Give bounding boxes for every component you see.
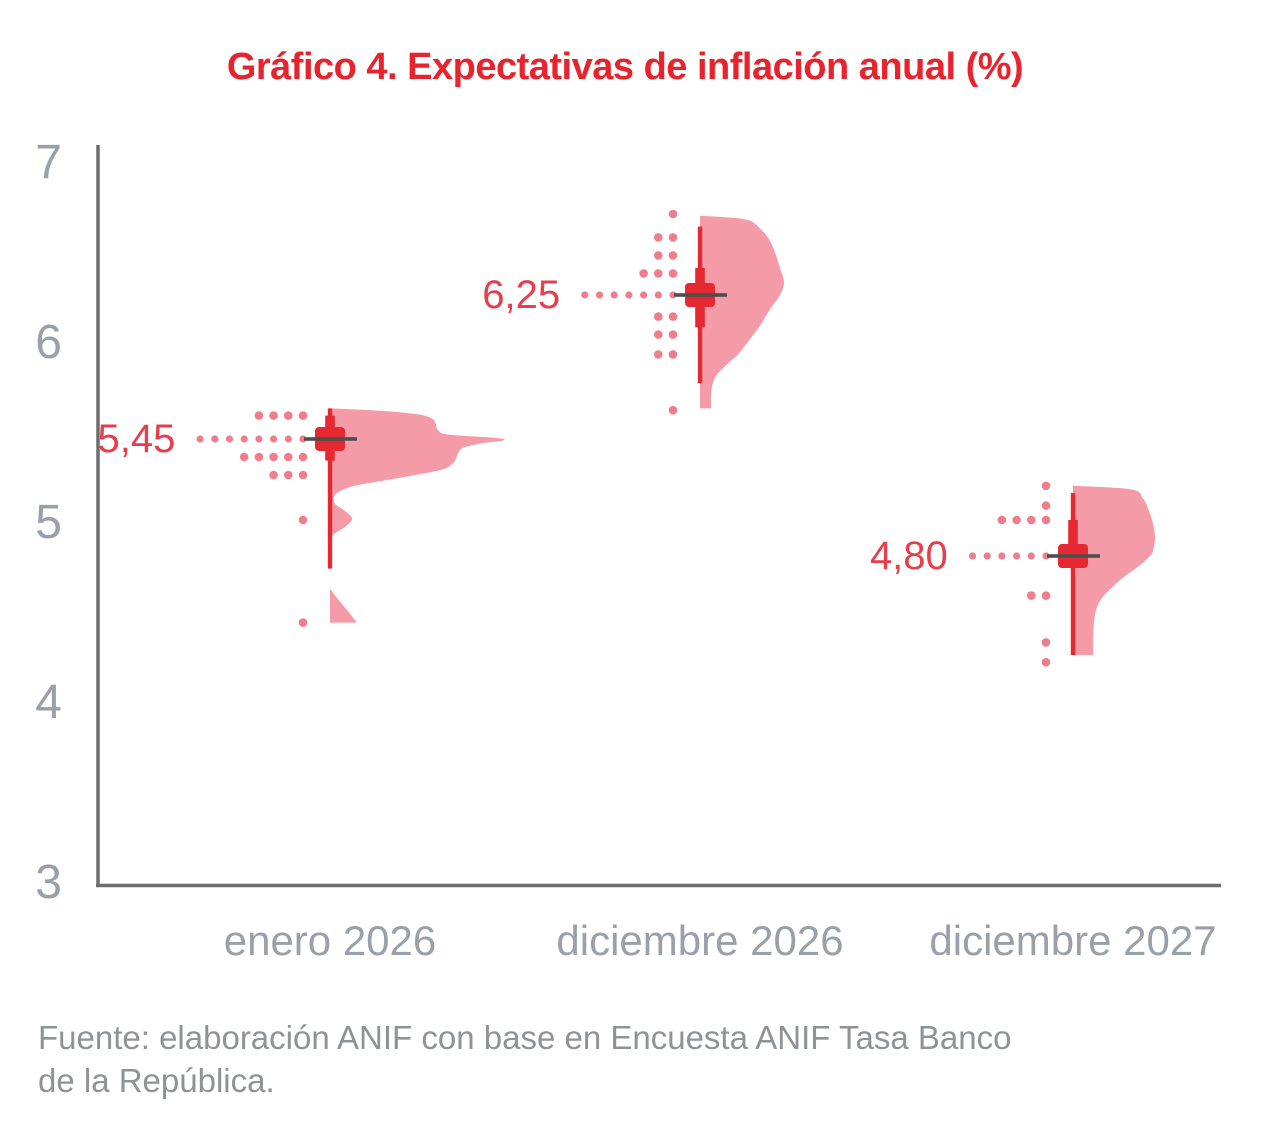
jitter-dot bbox=[254, 411, 264, 420]
leader-dot bbox=[225, 435, 234, 443]
source-line-2: de la República. bbox=[38, 1062, 275, 1099]
leader-dot bbox=[255, 435, 263, 443]
median-crosshair bbox=[1047, 554, 1100, 558]
jitter-dot bbox=[668, 312, 678, 321]
y-tick-label-5: 5 bbox=[35, 496, 62, 549]
interval-box bbox=[1068, 520, 1078, 567]
x-category-label-2: diciembre 2026 bbox=[556, 917, 843, 964]
jitter-dot bbox=[269, 411, 278, 420]
jitter-dot bbox=[298, 411, 308, 420]
leader-dot bbox=[581, 291, 589, 299]
x-category-label-1: enero 2026 bbox=[224, 917, 437, 964]
median-value-label-2: 6,25 bbox=[482, 273, 560, 317]
y-tick-label-4: 4 bbox=[35, 676, 62, 729]
jitter-dot bbox=[1027, 591, 1036, 600]
jitter-dot bbox=[1041, 481, 1051, 491]
jitter-dot bbox=[1041, 515, 1051, 525]
leader-dot bbox=[1013, 552, 1021, 560]
jitter-dot bbox=[298, 470, 308, 480]
violin-shape-1-1 bbox=[325, 408, 505, 538]
jitter-dot bbox=[997, 515, 1007, 525]
median-crosshair bbox=[674, 293, 727, 297]
leader-dot bbox=[196, 435, 204, 443]
jitter-dot bbox=[254, 452, 264, 462]
jitter-dot bbox=[639, 269, 648, 278]
leader-dot bbox=[640, 291, 648, 299]
y-tick-label-6: 6 bbox=[35, 316, 62, 369]
jitter-dot bbox=[298, 452, 308, 462]
jitter-dot bbox=[654, 269, 663, 278]
leader-dot bbox=[284, 435, 292, 443]
violin-plot-canvas: 7 6 5 4 3 enero 2026 diciembre 2026 diciembre 2… bbox=[35, 136, 1221, 964]
y-tick-label-3: 3 bbox=[35, 856, 62, 909]
x-category-label-3: diciembre 2027 bbox=[929, 917, 1216, 964]
leader-dot bbox=[983, 552, 991, 560]
chart-title: Gráfico 4. Expectativas de inflación anu… bbox=[226, 46, 1024, 88]
jitter-dot bbox=[1041, 657, 1051, 667]
median-value-label-3: 4,80 bbox=[870, 534, 948, 578]
jitter-dot bbox=[298, 515, 308, 525]
jitter-dot bbox=[654, 330, 663, 339]
interval-line bbox=[327, 408, 333, 569]
leader-dot bbox=[1027, 552, 1035, 560]
jitter-dot bbox=[298, 618, 308, 627]
violin-shape-3-1 bbox=[1068, 485, 1155, 655]
leader-dot bbox=[968, 552, 977, 560]
median-crosshair bbox=[304, 437, 357, 441]
jitter-dot bbox=[654, 312, 663, 321]
jitter-dot bbox=[269, 470, 278, 480]
jitter-dot bbox=[668, 209, 678, 219]
leader-dot bbox=[654, 291, 662, 299]
leader-dot bbox=[595, 291, 604, 299]
jitter-dot bbox=[284, 470, 293, 480]
median-value-label-1: 5,45 bbox=[98, 417, 176, 461]
jitter-dot bbox=[269, 452, 278, 462]
violin-group-1: 5,45 bbox=[98, 408, 505, 627]
leader-dot bbox=[211, 435, 219, 443]
jitter-dot bbox=[1041, 501, 1051, 510]
jitter-dot bbox=[668, 350, 678, 359]
jitter-dot bbox=[1027, 515, 1036, 525]
leader-dot bbox=[998, 552, 1006, 560]
jitter-dot bbox=[1012, 515, 1021, 525]
violin-group-3: 4,80 bbox=[870, 481, 1155, 667]
jitter-dot bbox=[668, 330, 678, 339]
leader-dot bbox=[610, 291, 618, 299]
leader-dot bbox=[270, 435, 278, 443]
source-line-1: Fuente: elaboración ANIF con base en Enc… bbox=[38, 1019, 1012, 1056]
jitter-dot bbox=[668, 233, 678, 242]
jitter-dot bbox=[1041, 591, 1051, 600]
leader-dot bbox=[240, 435, 248, 443]
axis-lines bbox=[96, 145, 1221, 888]
violin-shape-1-2 bbox=[330, 589, 357, 623]
violin-shape-2-1 bbox=[696, 215, 784, 409]
y-tick-label-7: 7 bbox=[35, 136, 62, 189]
jitter-dot bbox=[1041, 638, 1051, 647]
leader-dot bbox=[625, 291, 633, 299]
jitter-dot bbox=[239, 452, 249, 462]
violin-group-2: 6,25 bbox=[482, 209, 784, 415]
jitter-dot bbox=[668, 405, 678, 415]
jitter-dot bbox=[654, 233, 663, 242]
jitter-dot bbox=[284, 452, 293, 462]
source-note: Fuente: elaboración ANIF con base en Enc… bbox=[38, 1016, 1011, 1102]
jitter-dot bbox=[668, 269, 678, 278]
jitter-dot bbox=[284, 411, 293, 420]
jitter-dot bbox=[654, 251, 663, 260]
jitter-dot bbox=[668, 251, 678, 260]
jitter-dot bbox=[654, 350, 663, 359]
interval-line bbox=[1070, 493, 1076, 655]
